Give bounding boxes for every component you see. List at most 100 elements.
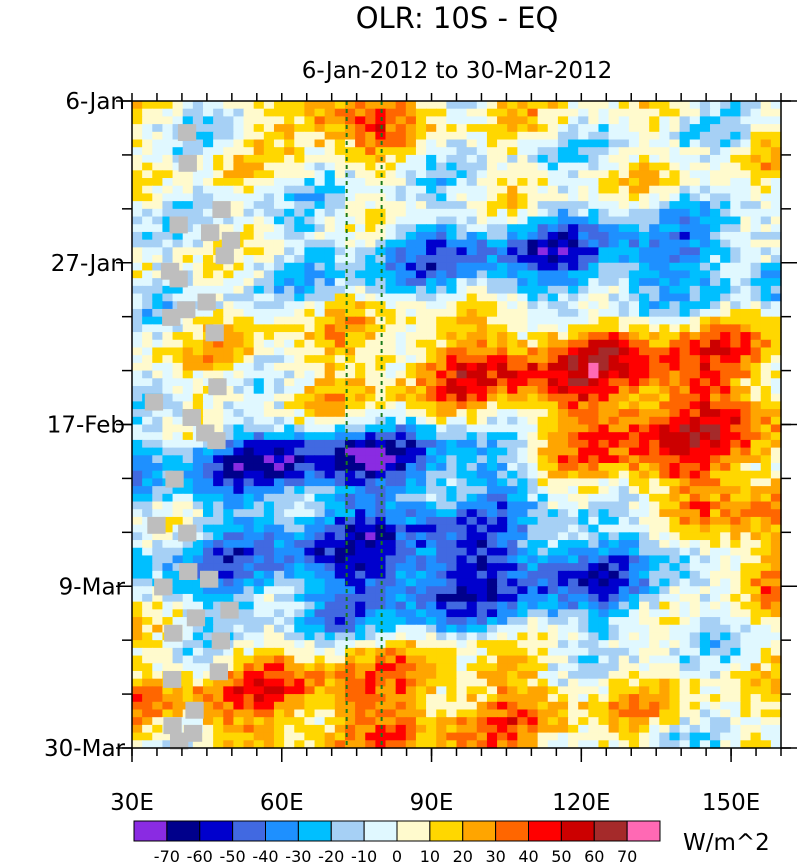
heatmap-cell (273, 154, 285, 164)
heatmap-cell (273, 208, 285, 218)
heatmap-cell (628, 131, 640, 141)
heatmap-cell (284, 409, 295, 418)
heatmap-cell (720, 470, 731, 480)
heatmap-cell (608, 694, 620, 703)
heatmap-cell (415, 139, 427, 148)
heatmap-cell (639, 694, 650, 703)
heatmap-cell (659, 524, 671, 533)
heatmap-cell (466, 239, 478, 248)
heatmap-cell (568, 578, 579, 587)
heatmap-cell (497, 185, 508, 195)
heatmap-cell (537, 154, 549, 164)
heatmap-cell (466, 509, 478, 518)
heatmap-cell (365, 154, 376, 164)
heatmap-cell (314, 678, 326, 687)
heatmap-cell (760, 455, 772, 464)
heatmap-cell (649, 493, 660, 503)
heatmap-cell (760, 563, 772, 572)
heatmap-cell (395, 101, 407, 110)
heatmap-cell (466, 586, 478, 595)
heatmap-cell (598, 439, 610, 449)
heatmap-cell (557, 193, 569, 202)
heatmap-cell (132, 416, 143, 426)
heatmap-cell (334, 201, 346, 210)
heatmap-cell (760, 231, 772, 241)
heatmap-cell (294, 447, 305, 456)
heatmap-cell (273, 108, 285, 117)
heatmap-cell (537, 555, 549, 564)
heatmap-cell (253, 124, 265, 133)
heatmap-cell (537, 147, 549, 156)
heatmap-cell (598, 632, 610, 641)
heatmap-cell (639, 154, 650, 164)
heatmap-cell (689, 670, 701, 680)
heatmap-cell (162, 339, 174, 349)
heatmap-cell (699, 655, 711, 664)
heatmap-cell (253, 501, 265, 510)
heatmap-cell (628, 278, 640, 287)
heatmap-cell (466, 208, 478, 218)
heatmap-cell (294, 640, 305, 649)
heatmap-cell (750, 378, 762, 387)
heatmap-cell (628, 601, 640, 610)
heatmap-cell (679, 516, 691, 526)
heatmap-cell (344, 178, 356, 187)
heatmap-cell (162, 655, 174, 664)
heatmap-cell (426, 670, 437, 680)
heatmap-cell (284, 355, 295, 364)
heatmap-cell (253, 439, 265, 449)
heatmap-cell (142, 632, 153, 641)
heatmap-cell (385, 231, 397, 241)
heatmap-cell (649, 131, 660, 141)
heatmap-cell (770, 255, 782, 264)
heatmap-cell (365, 509, 376, 518)
heatmap-cell (405, 247, 417, 256)
heatmap-cell (760, 255, 772, 264)
heatmap-cell (223, 516, 235, 526)
heatmap-cell (375, 670, 387, 680)
heatmap-cell (557, 347, 569, 356)
heatmap-cell (537, 540, 549, 549)
heatmap-cell (273, 624, 285, 634)
heatmap-cell (344, 409, 356, 418)
heatmap-cell (304, 678, 316, 687)
heatmap-cell (649, 624, 660, 634)
heatmap-cell (720, 478, 731, 487)
heatmap-cell (213, 501, 224, 510)
heatmap-cell (679, 385, 691, 395)
heatmap-cell (760, 247, 772, 256)
heatmap-cell (415, 478, 427, 487)
heatmap-cell (639, 301, 650, 310)
heatmap-cell (537, 663, 549, 672)
heatmap-cell (415, 432, 427, 441)
heatmap-cell (720, 647, 731, 657)
heatmap-cell (253, 601, 265, 610)
heatmap-cell (740, 231, 752, 241)
heatmap-cell (578, 332, 589, 341)
heatmap-cell (486, 108, 498, 117)
heatmap-cell (639, 170, 650, 179)
heatmap-cell (142, 686, 153, 695)
heatmap-cell (213, 540, 224, 549)
heatmap-cell (233, 624, 245, 634)
heatmap-cell (395, 401, 407, 410)
heatmap-cell (517, 239, 529, 248)
heatmap-cell (517, 478, 529, 487)
heatmap-cell (415, 409, 427, 418)
heatmap-cell (344, 524, 356, 533)
heatmap-cell (770, 547, 782, 557)
heatmap-cell (446, 509, 458, 518)
heatmap-cell (385, 632, 397, 641)
heatmap-cell (578, 524, 589, 533)
heatmap-cell (284, 509, 295, 518)
heatmap-cell (730, 486, 742, 495)
heatmap-cell (689, 640, 701, 649)
heatmap-cell (436, 686, 447, 695)
heatmap-cell (679, 432, 691, 441)
heatmap-cell (547, 224, 559, 233)
heatmap-cell (760, 116, 772, 125)
heatmap-cell (385, 124, 397, 133)
heatmap-cell (588, 478, 600, 487)
heatmap-cell (507, 293, 518, 302)
heatmap-cell (213, 278, 224, 287)
